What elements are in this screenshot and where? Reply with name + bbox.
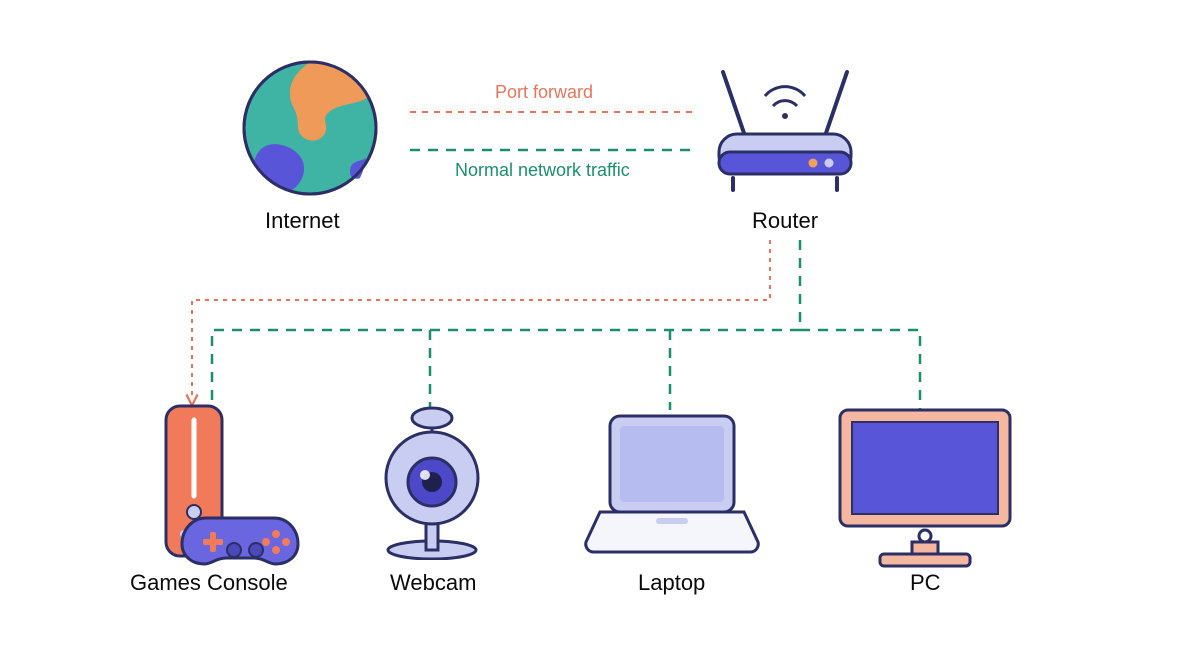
internet-label: Internet [265, 208, 340, 234]
webcam-label: Webcam [390, 570, 476, 596]
router-icon [705, 58, 865, 198]
edge-normal-traffic [212, 240, 920, 410]
webcam-icon [370, 400, 494, 560]
laptop-label: Laptop [638, 570, 705, 596]
internet-icon [240, 58, 380, 198]
pc-label: PC [910, 570, 941, 596]
router-label: Router [752, 208, 818, 234]
games-console-icon [140, 400, 320, 570]
pc-icon [830, 400, 1020, 570]
games-console-label: Games Console [130, 570, 288, 596]
laptop-icon [582, 408, 762, 558]
legend-portforward-label: Port forward [495, 82, 593, 103]
legend-normal-label: Normal network traffic [455, 160, 630, 181]
edge-port-forward [192, 240, 770, 400]
diagram-canvas: Port forward Normal network traffic [0, 0, 1180, 647]
